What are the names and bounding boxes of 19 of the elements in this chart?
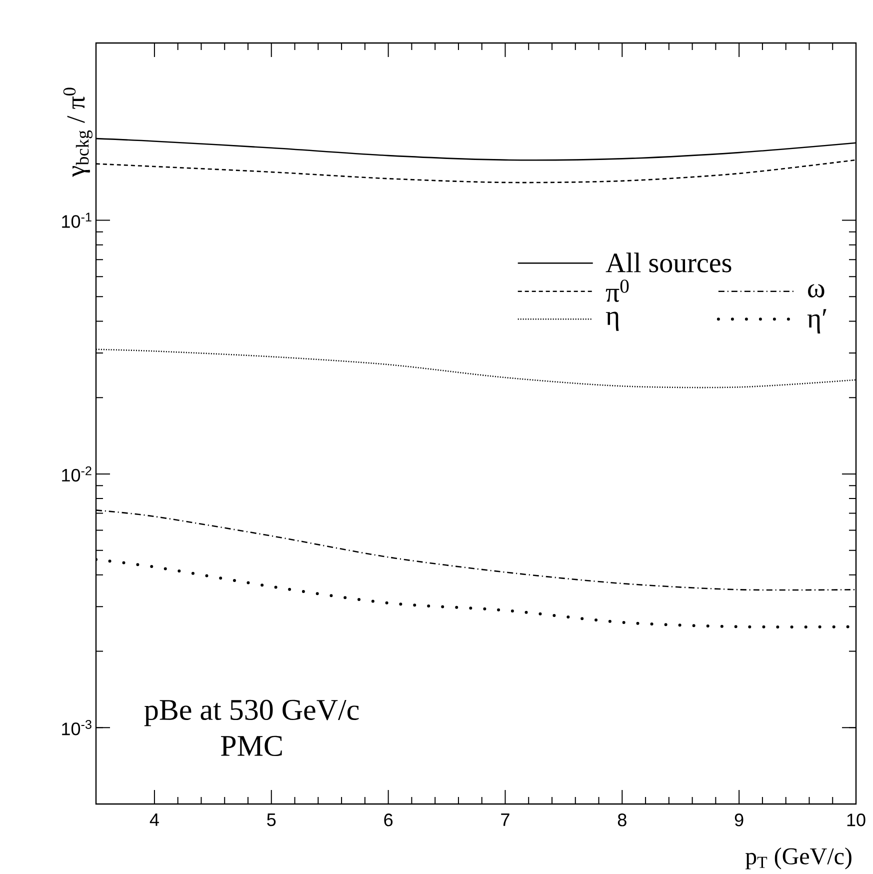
x-tick-label: 7 [501,814,510,826]
x-tick-label: 9 [734,814,744,826]
annotation: PMC [220,736,282,756]
annotation: pBe at 530 GeV/c [144,700,359,726]
legend-label: η [606,312,619,331]
y-tick-label: 10$^{-1}$ [62,212,92,228]
x-tick-label: 8 [618,814,626,826]
x-tick-label: 4 [150,814,159,826]
x-tick-label: 6 [384,814,393,826]
legend-label: ω [808,284,824,298]
legend-label: π$^{0}$ [606,280,629,302]
y-axis-title: γ$_{bckg}$ / π$^{0}$ [63,88,92,177]
x-tick-label: 10 [847,814,866,826]
x-tick-label: 5 [267,814,276,826]
legend-label: All sources [606,252,732,272]
y-tick-label: 10$^{-3}$ [62,720,92,736]
x-axis-title: p$_{T}$ (GeV/c) [745,848,852,870]
y-tick-label: 10$^{-2}$ [62,466,92,482]
legend-label: η′ [807,309,826,334]
